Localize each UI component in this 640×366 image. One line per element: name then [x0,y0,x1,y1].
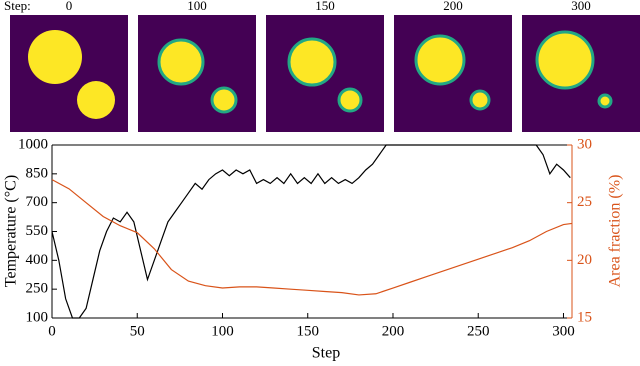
y-axis-label: Temperature (°C) [3,175,20,287]
series-line [51,179,573,296]
y-tick-label: 1000 [18,136,48,152]
x-tick-label: 100 [211,323,234,339]
x-tick-label: 0 [48,323,56,339]
y-tick-label: 550 [26,223,49,239]
y-tick-label: 700 [26,194,49,210]
y-tick-label: 100 [26,309,49,325]
panels: Step: 0 100 150 200 300 [4,0,640,132]
y-tick-label: 400 [26,252,49,268]
grain [210,86,238,114]
grain [28,30,82,84]
y-tick-label: 250 [26,281,49,297]
panel-step: 150 [315,0,335,13]
step-label: Step: [4,0,31,13]
y-tick-label: 850 [26,165,49,181]
y2-tick-label: 30 [577,136,592,152]
x-tick-label: 300 [552,323,575,339]
y2-axis-label: Area fraction (%) [607,175,624,288]
x-tick-label: 200 [382,323,405,339]
x-axis-label: Step [312,345,340,362]
x-tick-label: 150 [296,323,319,339]
grain [157,38,205,86]
y2-tick-label: 15 [577,309,592,325]
grain [287,37,337,87]
panel-step: 200 [443,0,463,13]
grain [337,87,363,113]
x-tick-label: 250 [467,323,490,339]
y2-tick-label: 25 [577,194,592,210]
grain [414,34,466,86]
y2-tick-label: 20 [577,252,592,268]
panel-step: 300 [571,0,591,13]
series-line [51,144,571,319]
grain [597,93,613,109]
grain [77,81,115,119]
panel-step: 0 [66,0,73,13]
grain [535,30,595,90]
panel-step: 100 [187,0,207,13]
grain [469,89,491,111]
x-tick-label: 50 [130,323,145,339]
